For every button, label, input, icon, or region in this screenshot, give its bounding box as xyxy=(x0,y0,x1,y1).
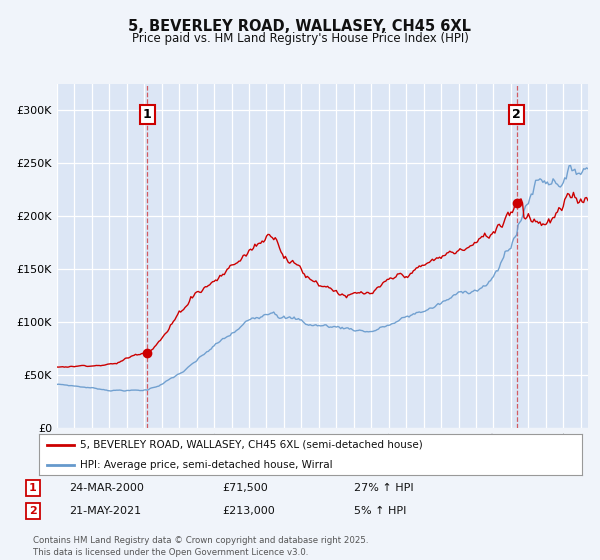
Text: 2: 2 xyxy=(512,108,521,121)
Text: Price paid vs. HM Land Registry's House Price Index (HPI): Price paid vs. HM Land Registry's House … xyxy=(131,32,469,45)
Text: 5% ↑ HPI: 5% ↑ HPI xyxy=(354,506,406,516)
Text: Contains HM Land Registry data © Crown copyright and database right 2025.
This d: Contains HM Land Registry data © Crown c… xyxy=(33,536,368,557)
Text: 21-MAY-2021: 21-MAY-2021 xyxy=(69,506,141,516)
Text: HPI: Average price, semi-detached house, Wirral: HPI: Average price, semi-detached house,… xyxy=(80,460,332,470)
Text: 5, BEVERLEY ROAD, WALLASEY, CH45 6XL: 5, BEVERLEY ROAD, WALLASEY, CH45 6XL xyxy=(128,19,472,34)
Text: £71,500: £71,500 xyxy=(222,483,268,493)
Text: 5, BEVERLEY ROAD, WALLASEY, CH45 6XL (semi-detached house): 5, BEVERLEY ROAD, WALLASEY, CH45 6XL (se… xyxy=(80,440,422,450)
Text: 1: 1 xyxy=(29,483,37,493)
Text: 2: 2 xyxy=(29,506,37,516)
Text: 1: 1 xyxy=(143,108,152,121)
Text: £213,000: £213,000 xyxy=(222,506,275,516)
Text: 24-MAR-2000: 24-MAR-2000 xyxy=(69,483,144,493)
Text: 27% ↑ HPI: 27% ↑ HPI xyxy=(354,483,413,493)
